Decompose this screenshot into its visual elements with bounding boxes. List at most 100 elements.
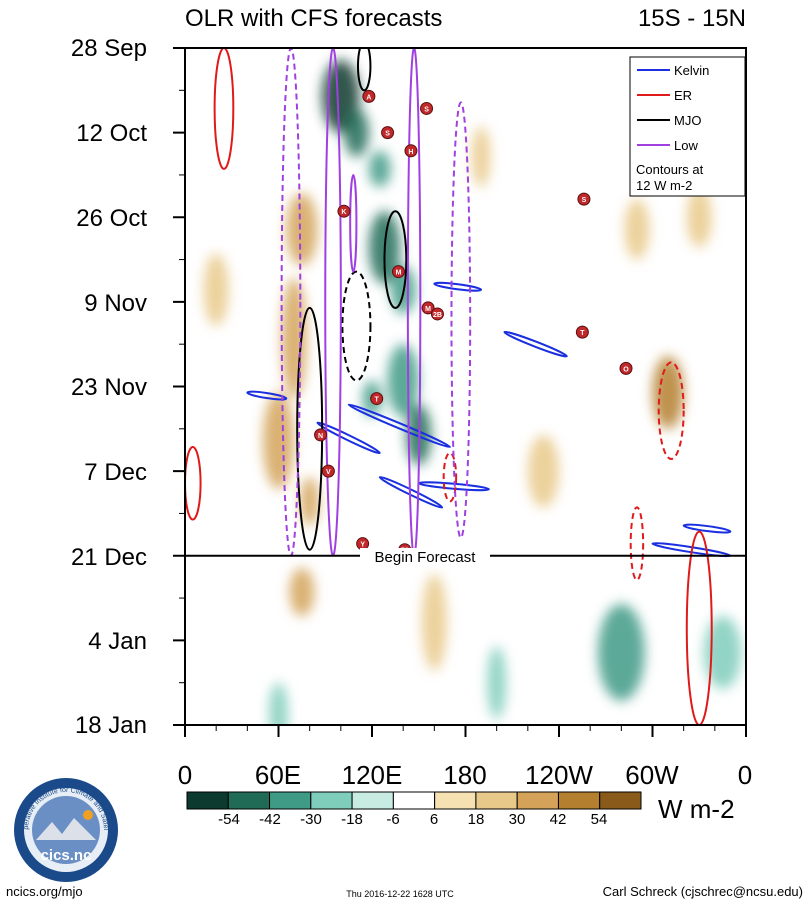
tc-marker-dot-5 [391,265,405,279]
tc-marker-2: S [381,126,395,140]
colorbar-box-7 [475,791,518,810]
colorbar-tick-6: 18 [468,811,485,828]
begin-forecast-label: Begin Forecast [375,549,477,566]
colorbar-box-6 [434,791,477,810]
tc-marker-dot-2 [381,126,395,140]
tc-marker-label-7: 2B [433,312,442,319]
tc-marker-7: 2B [430,307,444,321]
y-tick-label-2: 26 Oct [76,205,147,232]
mjo-contour-2 [341,270,372,382]
anomaly-blob-16 [289,567,315,617]
tc-marker-3: H [404,144,418,158]
er-contour-0 [213,48,235,170]
tc-marker-15: S [577,192,591,206]
anomaly-blob-2 [368,150,391,188]
tc-marker-dot-8 [575,325,589,339]
y-tick-label-6: 21 Dec [71,544,147,571]
olr-anomaly-field [203,60,742,725]
colorbar-box-5 [392,791,436,810]
tc-marker-label-2: S [385,131,390,138]
colorbar-box-8 [516,791,559,810]
colorbar-tick-4: -6 [386,811,399,828]
colorbar-tick-1: -42 [259,811,281,828]
y-tick-label-8: 18 Jan [75,712,147,739]
er-contour-4 [629,506,645,581]
anomaly-blob-1 [343,108,369,157]
legend: Kelvin ER MJO Low Contours at 12 W m-2 [629,56,746,197]
kelvin-contour-2 [246,390,288,401]
tc-marker-11: N [314,428,328,442]
colorbar [186,791,642,810]
anomaly-blob-18 [624,199,650,260]
tc-marker-10: T [370,392,384,406]
low-contour-4 [349,173,358,273]
tc-marker-label-3: H [408,149,413,156]
latitude-band-label: 15S - 15N [638,5,746,32]
colorbar-box-1 [227,791,271,810]
colorbar-tick-5: 6 [430,811,438,828]
kelvin-contour-5 [503,330,568,358]
legend-note-line2: 12 W m-2 [636,178,692,193]
legend-label-er: ER [674,88,692,103]
tc-marker-label-10: T [375,397,380,404]
tc-marker-dot-11 [314,428,328,442]
kelvin-contour-7 [682,523,732,534]
anomaly-blob-14 [262,392,295,490]
tc-marker-label-5: M [396,270,402,277]
anomaly-blob-17 [652,356,684,429]
mjo-contour-0 [356,48,372,92]
tc-marker-1: S [420,101,434,115]
footer-author: Carl Schreck (cjschrec@ncsu.edu) [603,884,803,899]
colorbar-box-9 [557,791,601,810]
colorbar-tick-0: -54 [218,811,240,828]
anomaly-blob-15 [300,477,320,526]
footer-timestamp: Thu 2016-12-22 1628 UTC [346,889,454,899]
er-contour-1 [657,361,685,461]
kelvin-contour-1 [316,421,381,455]
tc-marker-6: M [421,301,435,315]
legend-note-line1: Contours at [636,162,704,177]
tc-marker-label-1: S [424,106,429,113]
anomaly-blob-23 [686,187,712,248]
forecast-label-bg [360,548,490,565]
colorbar-box-4 [351,791,394,810]
legend-label-kelvin: Kelvin [674,63,709,78]
tc-marker-dot-1 [420,101,434,115]
tc-marker-8: T [575,325,589,339]
tc-marker-label-15: S [582,197,587,204]
kelvin-contour-0 [347,403,451,449]
anomaly-blob-8 [597,604,645,701]
anomaly-blob-21 [203,253,229,327]
y-tick-label-7: 4 Jan [88,628,147,655]
x-tick-label-1: 60E [255,760,301,790]
x-tick-label-3: 180 [443,760,486,790]
er-contour-5 [185,445,202,521]
legend-label-mjo: MJO [674,113,701,128]
colorbar-box-0 [186,791,229,810]
y-tick-label-1: 12 Oct [76,120,147,147]
tc-marker-label-0: A [366,94,371,101]
tc-marker-dot-12 [321,464,335,478]
tc-marker-dot-4 [337,204,351,218]
wave-contours [185,48,732,725]
tc-marker-label-4: K [341,209,346,216]
anomaly-blob-19 [471,126,491,188]
tc-marker-label-11: N [318,433,323,440]
anomaly-blob-5 [387,344,419,417]
low-contour-3 [450,101,472,539]
y-tick-label-4: 23 Nov [71,374,147,401]
anomaly-blob-22 [527,434,560,508]
colorbar-units: W m-2 [658,794,735,824]
x-tick-label-4: 120W [525,760,593,790]
tc-marker-dot-7 [430,307,444,321]
colorbar-tick-8: 42 [550,811,567,828]
chart-title: OLR with CFS forecasts [185,5,442,32]
er-contour-2 [442,451,458,503]
kelvin-contour-8 [433,281,483,292]
tc-marker-dot-10 [370,392,384,406]
mjo-contour-1 [383,210,408,309]
anomaly-blob-11 [269,682,288,725]
anomaly-blob-12 [286,193,318,266]
tc-marker-label-6: M [425,306,431,313]
